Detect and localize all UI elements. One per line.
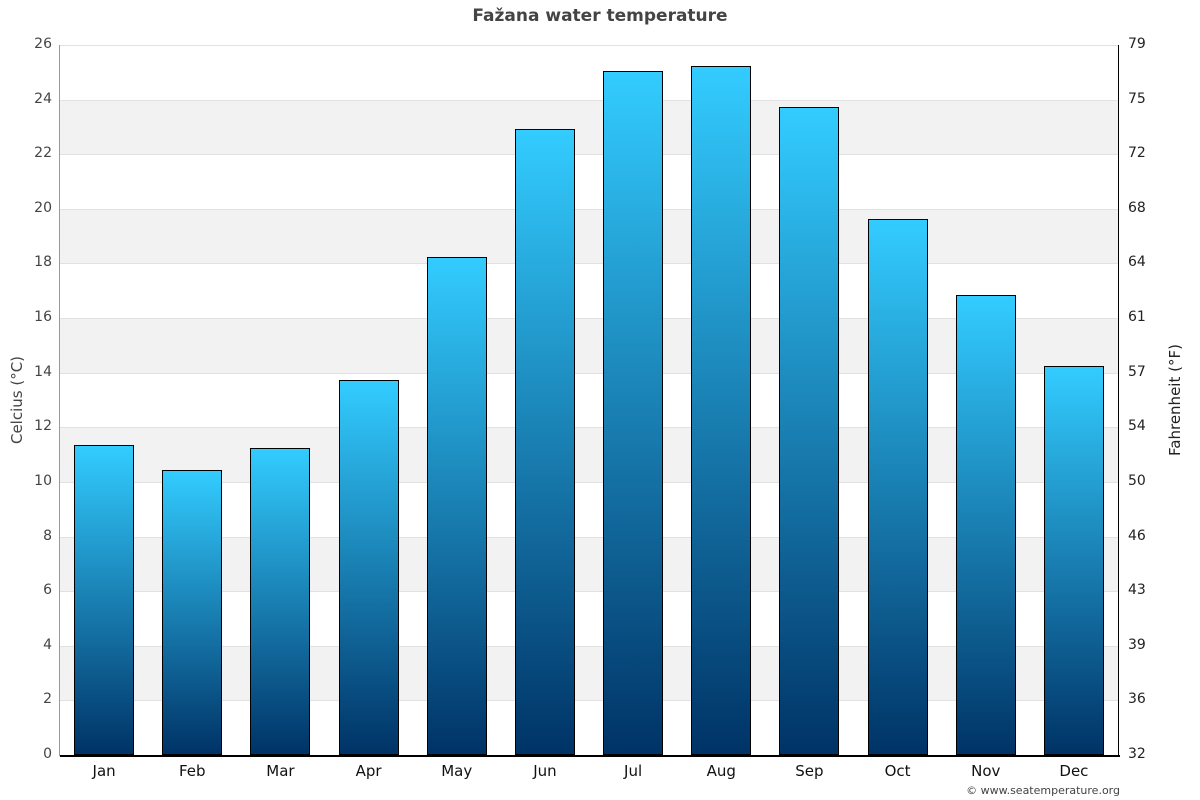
x-tick-label: Sep xyxy=(795,762,824,780)
y-tick-fahrenheit: 57 xyxy=(1128,363,1146,380)
bar-dec[interactable] xyxy=(1043,366,1104,755)
bar-may[interactable] xyxy=(426,257,487,755)
y-tick-fahrenheit: 39 xyxy=(1128,636,1146,653)
bar-jul[interactable] xyxy=(603,71,664,755)
x-tick-label: Mar xyxy=(266,762,295,780)
y-tick-fahrenheit: 75 xyxy=(1128,90,1146,107)
y-tick-fahrenheit: 72 xyxy=(1128,145,1146,162)
x-tick-label: Jul xyxy=(624,762,643,780)
x-tick-label: Oct xyxy=(884,762,911,780)
grid-band xyxy=(60,427,1118,482)
y-tick-fahrenheit: 61 xyxy=(1128,309,1146,326)
grid-band xyxy=(60,99,1118,155)
bar-apr[interactable] xyxy=(338,379,399,755)
y-tick-celsius: 26 xyxy=(34,36,52,52)
y-tick-celsius: 2 xyxy=(43,691,52,708)
y-axis-title-celsius: Celcius (°C) xyxy=(8,355,26,445)
y-tick-celsius: 8 xyxy=(43,527,52,544)
y-tick-celsius: 0 xyxy=(43,746,52,762)
y-tick-fahrenheit: 68 xyxy=(1128,199,1146,216)
gridline xyxy=(60,208,1118,210)
x-tick-label: Jan xyxy=(92,762,116,780)
x-tick-label: Nov xyxy=(971,762,1001,780)
gridline xyxy=(60,427,1118,429)
x-tick-label: Dec xyxy=(1059,762,1089,780)
bar-oct[interactable] xyxy=(867,218,928,755)
chart-title: Fažana water temperature xyxy=(472,6,728,26)
y-axis-right xyxy=(1118,45,1119,756)
gridline xyxy=(60,372,1118,374)
y-tick-fahrenheit: 54 xyxy=(1128,418,1146,435)
gridline xyxy=(60,700,1118,702)
credit-text: © www.seatemperature.org xyxy=(966,784,1120,797)
y-tick-fahrenheit: 43 xyxy=(1128,582,1146,599)
bar-nov[interactable] xyxy=(955,295,1016,755)
gridline xyxy=(60,99,1118,101)
gridline xyxy=(60,318,1118,320)
gridline xyxy=(60,154,1118,156)
grid-band xyxy=(60,536,1118,592)
gridline xyxy=(60,45,1118,46)
bar-jan[interactable] xyxy=(74,445,135,755)
gridline xyxy=(60,645,1118,647)
y-axis-left xyxy=(59,45,60,756)
bar-aug[interactable] xyxy=(691,65,752,755)
y-tick-fahrenheit: 64 xyxy=(1128,254,1146,271)
y-tick-celsius: 4 xyxy=(43,636,52,653)
y-axis-title-fahrenheit: Fahrenheit (°F) xyxy=(1166,344,1184,456)
y-tick-celsius: 10 xyxy=(34,472,52,489)
y-tick-celsius: 6 xyxy=(43,582,52,599)
y-tick-celsius: 22 xyxy=(34,145,52,162)
y-tick-fahrenheit: 50 xyxy=(1128,472,1146,489)
y-tick-fahrenheit: 79 xyxy=(1128,36,1146,52)
y-tick-fahrenheit: 32 xyxy=(1128,746,1146,762)
grid-band xyxy=(60,645,1118,701)
x-axis xyxy=(60,755,1120,757)
gridline xyxy=(60,263,1118,265)
y-tick-celsius: 14 xyxy=(34,363,52,380)
gridline xyxy=(60,536,1118,538)
y-tick-fahrenheit: 46 xyxy=(1128,527,1146,544)
bar-jun[interactable] xyxy=(514,128,575,755)
grid-band xyxy=(60,208,1118,264)
bar-feb[interactable] xyxy=(162,470,223,755)
x-tick-label: Jun xyxy=(533,762,557,780)
x-tick-label: Apr xyxy=(355,762,382,780)
plot-area xyxy=(60,45,1118,755)
y-tick-celsius: 24 xyxy=(34,90,52,107)
x-tick-label: May xyxy=(441,762,473,780)
gridline xyxy=(60,591,1118,593)
bar-sep[interactable] xyxy=(779,106,840,755)
x-tick-label: Feb xyxy=(178,762,206,780)
y-tick-celsius: 18 xyxy=(34,254,52,271)
bar-mar[interactable] xyxy=(250,448,311,755)
x-tick-label: Aug xyxy=(706,762,736,780)
grid-band xyxy=(60,318,1118,373)
y-tick-fahrenheit: 36 xyxy=(1128,691,1146,708)
y-tick-celsius: 20 xyxy=(34,199,52,216)
y-tick-celsius: 12 xyxy=(34,418,52,435)
gridline xyxy=(60,481,1118,483)
y-tick-celsius: 16 xyxy=(34,309,52,326)
